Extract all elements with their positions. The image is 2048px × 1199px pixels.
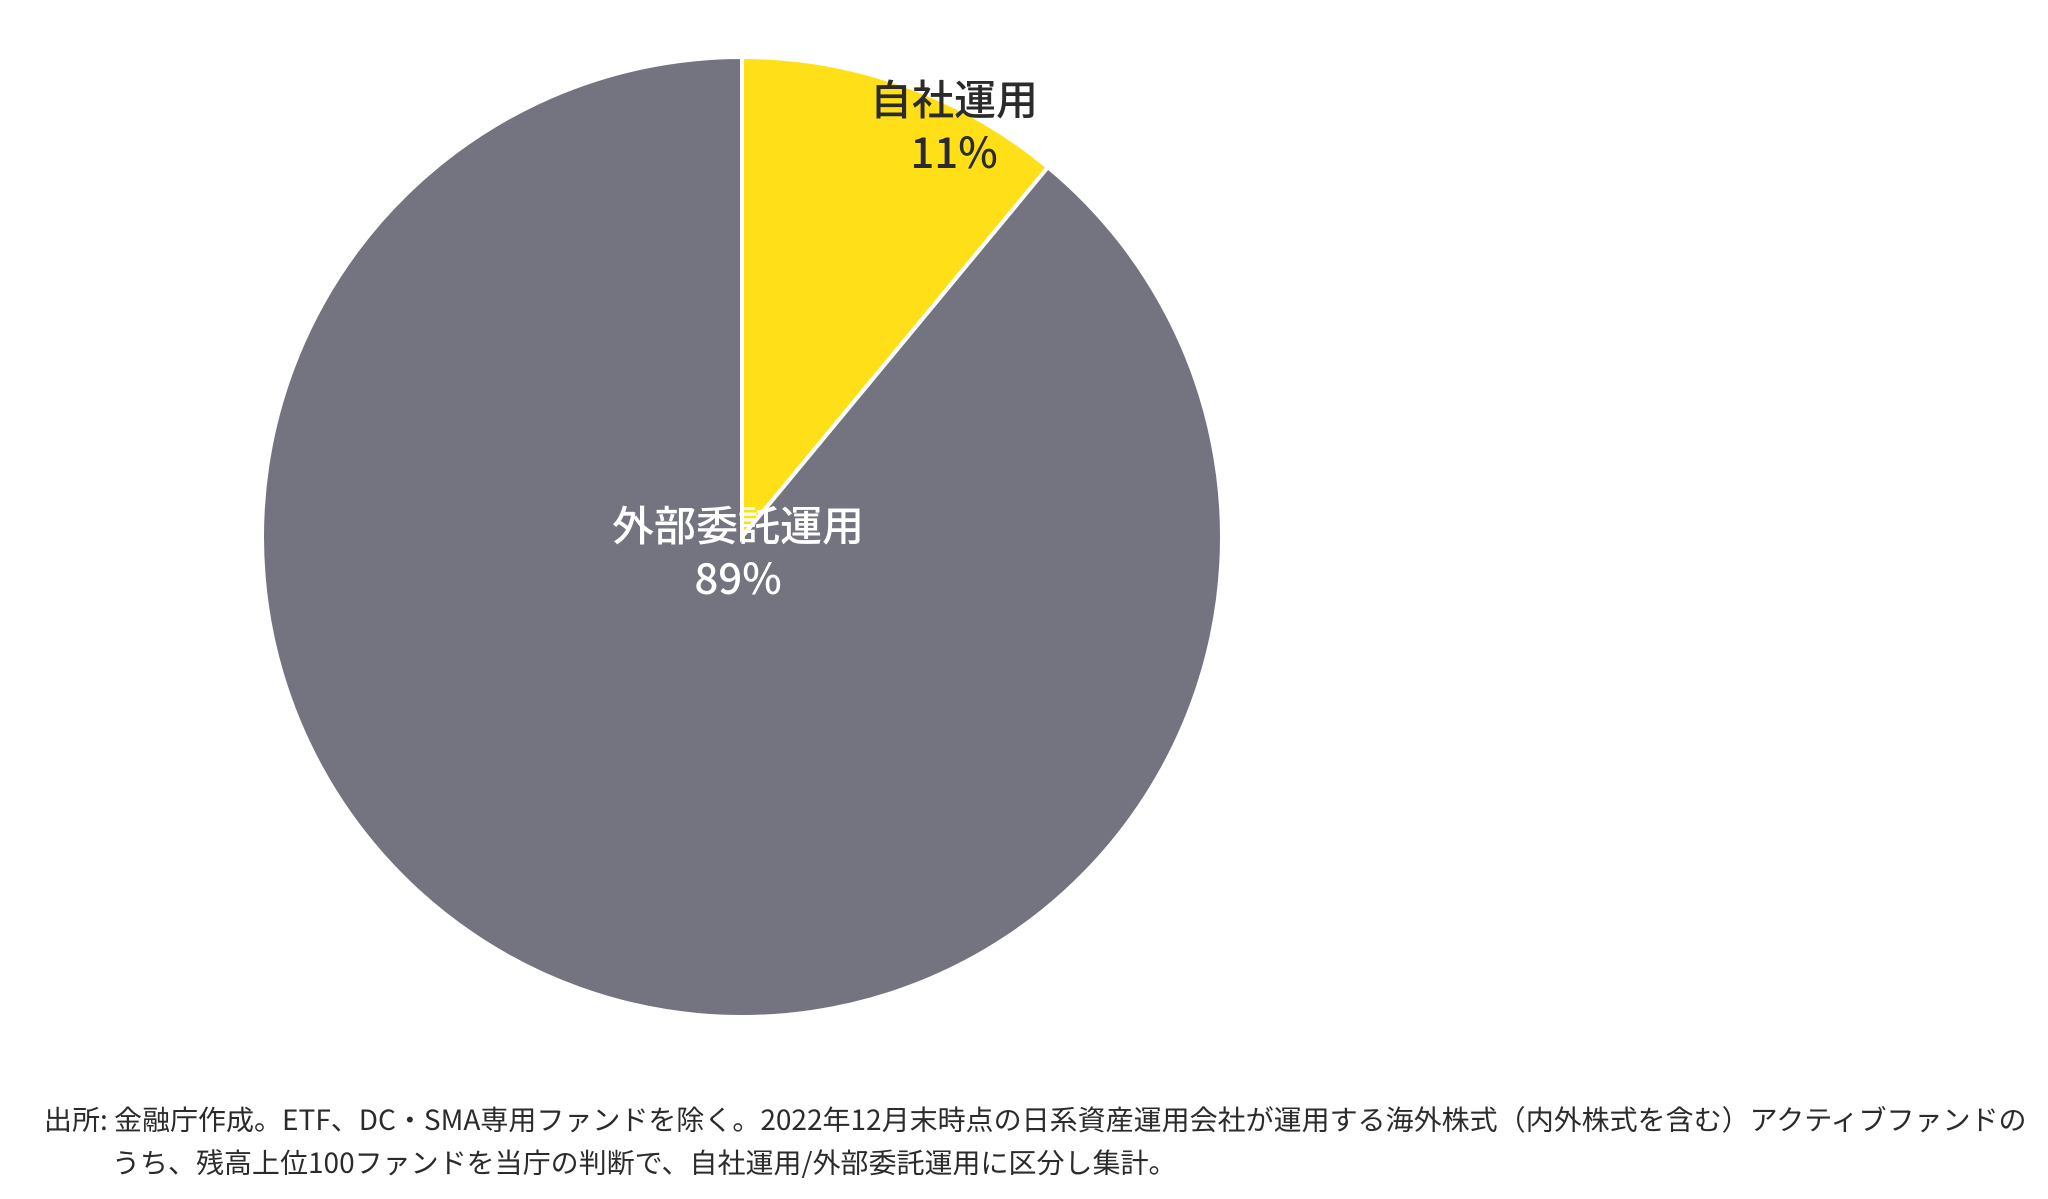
slice-label-outsourced: 外部委託運用 89% bbox=[612, 498, 864, 603]
footnote-line-2: うち、残高上位100ファンドを当庁の判断で、自社運用/外部委託運用に区分し集計。 bbox=[44, 1141, 2027, 1184]
footnote-line-1: 出所: 金融庁作成。ETF、DC・SMA専用ファンドを除く。2022年12月末時… bbox=[44, 1098, 2027, 1141]
slice-percent-outsourced: 89% bbox=[612, 551, 864, 604]
slice-name-inhouse: 自社運用 bbox=[870, 72, 1038, 125]
chart-stage: 自社運用 11% 外部委託運用 89% 出所: 金融庁作成。ETF、DC・SMA… bbox=[0, 0, 2048, 1199]
slice-name-outsourced: 外部委託運用 bbox=[612, 498, 864, 551]
slice-percent-inhouse: 11% bbox=[870, 125, 1038, 178]
source-footnote: 出所: 金融庁作成。ETF、DC・SMA専用ファンドを除く。2022年12月末時… bbox=[44, 1098, 2027, 1185]
slice-label-inhouse: 自社運用 11% bbox=[870, 72, 1038, 177]
